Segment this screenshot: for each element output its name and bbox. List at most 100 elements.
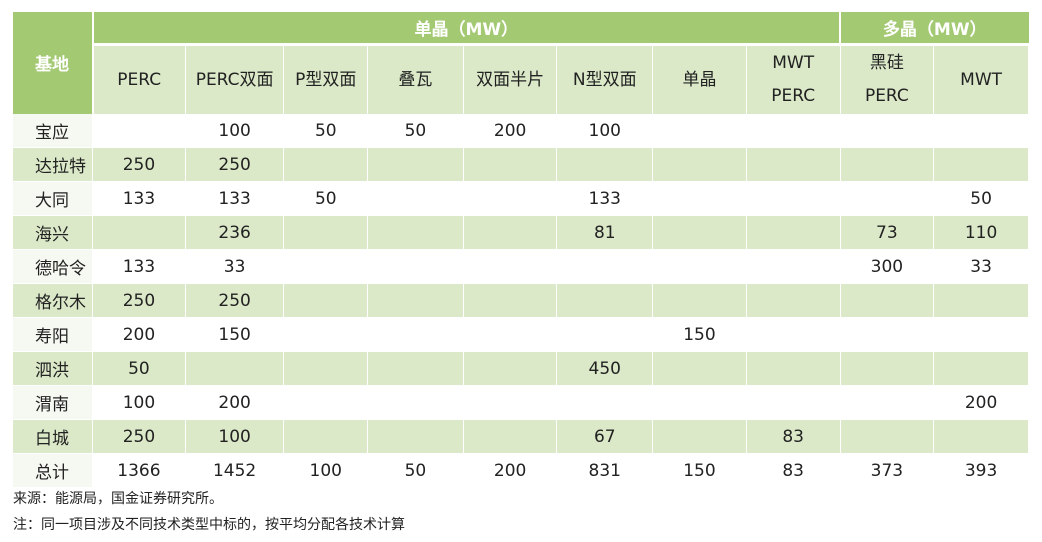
- column-header-line: PERC: [864, 86, 909, 106]
- table-cell: 83: [746, 453, 841, 488]
- table-cell: [652, 419, 747, 454]
- table-cell: 200: [463, 453, 558, 488]
- table-cell: 50: [367, 114, 464, 148]
- table-cell: 250: [92, 147, 186, 182]
- table-cell: [463, 351, 558, 386]
- column-header-line: PERC双面: [195, 69, 274, 90]
- table-cell: [652, 181, 747, 216]
- table-cell: 150: [652, 317, 747, 352]
- source-note: 来源：能源局，国金证券研究所。: [13, 491, 223, 507]
- table-cell: 831: [556, 453, 654, 488]
- table-cell: [840, 385, 935, 420]
- table-cell: 100: [185, 419, 285, 454]
- table-cell: [283, 215, 369, 250]
- column-header-line: MWT: [960, 69, 1003, 90]
- table-cell: 373: [840, 453, 935, 488]
- table-cell: 1366: [92, 453, 186, 488]
- column-header-line: N型双面: [572, 69, 637, 90]
- table-body: 宝应 100 50 50 200 100 达拉特 250 250 大同 133 133 50 133 50 海…: [13, 114, 1029, 488]
- table-cell: 50: [283, 114, 369, 148]
- column-header: PERC: [92, 44, 186, 114]
- table-row: 宝应 100 50 50 200 100: [13, 114, 1029, 148]
- table-row: 格尔木 250 250: [13, 283, 1029, 318]
- table-cell: [463, 283, 558, 318]
- column-header-line: 叠瓦: [398, 69, 433, 90]
- table-cell: 236: [185, 215, 285, 250]
- table-cell: [283, 419, 369, 454]
- table-cell: 393: [933, 453, 1029, 488]
- row-label: 总计: [13, 453, 94, 488]
- column-header-line: MWT: [772, 53, 815, 73]
- column-header-line: PERC: [117, 69, 162, 90]
- table-cell: [367, 249, 464, 284]
- row-label: 德哈令: [13, 249, 94, 284]
- bid-capacity-table: 基地 单晶（MW） 多晶（MW） PERC PERC双面 P型双面 叠瓦 双面半片 N型双…: [13, 12, 1029, 488]
- table-cell: 33: [185, 249, 285, 284]
- table-cell: [463, 181, 558, 216]
- table-row: 大同 133 133 50 133 50: [13, 181, 1029, 216]
- row-label: 寿阳: [13, 317, 94, 352]
- table-cell: 250: [92, 419, 186, 454]
- table-cell: [283, 147, 369, 182]
- row-label: 宝应: [13, 114, 94, 148]
- table-cell: [746, 351, 841, 386]
- table-cell: [746, 181, 841, 216]
- table-cell: 100: [283, 453, 369, 488]
- column-header: 黑硅 PERC: [840, 44, 935, 114]
- table-cell: 100: [92, 385, 186, 420]
- table-cell: [367, 419, 464, 454]
- table-cell: [933, 351, 1029, 386]
- header-base: 基地: [13, 12, 94, 114]
- table-cell: [840, 147, 935, 182]
- table-cell: [652, 283, 747, 318]
- table-cell: [840, 181, 935, 216]
- row-label: 渭南: [13, 385, 94, 420]
- table-row: 海兴 236 81 73 110: [13, 215, 1029, 250]
- table-cell: [367, 351, 464, 386]
- row-label: 大同: [13, 181, 94, 216]
- table-cell: 50: [933, 181, 1029, 216]
- column-header: PERC双面: [185, 44, 285, 114]
- table-cell: 133: [92, 181, 186, 216]
- header-group-multi: 多晶（MW）: [840, 12, 1029, 46]
- table-row: 寿阳 200 150 150: [13, 317, 1029, 352]
- table-cell: [367, 317, 464, 352]
- table-cell: 50: [283, 181, 369, 216]
- table-cell: 133: [556, 181, 654, 216]
- table-cell: [463, 419, 558, 454]
- table-cell: [283, 283, 369, 318]
- table-cell: 133: [185, 181, 285, 216]
- table-row: 白城 250 100 67 83: [13, 419, 1029, 454]
- table-cell: 150: [185, 317, 285, 352]
- remark-note: 注：同一项目涉及不同技术类型中标的，按平均分配各技术计算: [13, 517, 405, 533]
- table-cell: 50: [367, 453, 464, 488]
- table-cell: 250: [185, 147, 285, 182]
- table-cell: 200: [933, 385, 1029, 420]
- table-cell: [933, 419, 1029, 454]
- column-header-line: 单晶: [682, 69, 717, 90]
- table-cell: 100: [556, 114, 654, 148]
- subheader-row: PERC PERC双面 P型双面 叠瓦 双面半片 N型双面 单晶 MWT PERC 黑硅 PERC M…: [13, 44, 1029, 114]
- row-label: 格尔木: [13, 283, 94, 318]
- table-cell: [840, 283, 935, 318]
- column-header-line: PERC: [771, 86, 816, 106]
- table-cell: [463, 147, 558, 182]
- table-cell: 250: [92, 283, 186, 318]
- table-cell: 1452: [185, 453, 285, 488]
- table-cell: [556, 385, 654, 420]
- table-cell: [556, 283, 654, 318]
- column-header: 单晶: [652, 44, 747, 114]
- table-cell: [652, 114, 747, 148]
- table-cell: [463, 317, 558, 352]
- table-cell: [652, 249, 747, 284]
- table-cell: [367, 181, 464, 216]
- column-header-line: 双面半片: [476, 69, 545, 90]
- table-cell: [367, 283, 464, 318]
- table-row: 泗洪 50 450: [13, 351, 1029, 386]
- table-cell: [556, 317, 654, 352]
- table-cell: [840, 317, 935, 352]
- column-header: MWT PERC: [746, 44, 841, 114]
- table-cell: [746, 283, 841, 318]
- table-cell: [283, 249, 369, 284]
- table-cell: 67: [556, 419, 654, 454]
